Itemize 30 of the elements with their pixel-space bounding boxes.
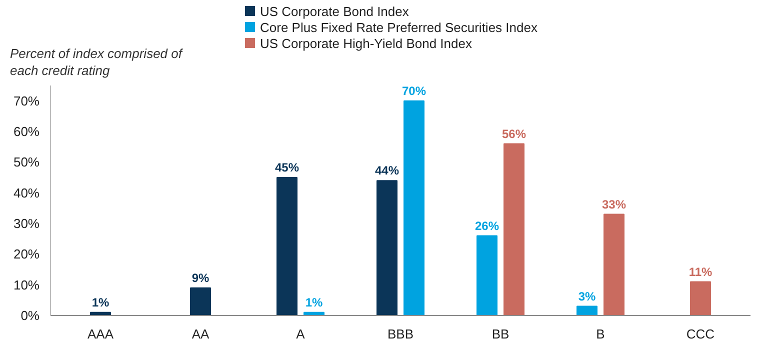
y-tick-label: 50% — [13, 154, 40, 170]
y-tick-label: 10% — [13, 277, 40, 292]
y-axis-title: Percent of index comprised of each credit rating — [10, 45, 182, 79]
data-label: 33% — [602, 197, 626, 212]
legend-label: US Corporate Bond Index — [259, 4, 410, 20]
data-label: 44% — [374, 164, 400, 178]
x-tick-label: B — [596, 326, 605, 342]
data-label: 11% — [688, 264, 713, 279]
x-tick-label: CCC — [686, 326, 715, 342]
legend-label: Core Plus Fixed Rate Preferred Securities Index — [259, 20, 538, 36]
y-tick-label: 20% — [13, 246, 40, 262]
x-tick-label: BBB — [387, 326, 414, 342]
y-tick-label: 0% — [20, 308, 40, 323]
x-tick-label: A — [296, 326, 306, 342]
data-label: 1% — [305, 295, 323, 310]
data-label: 1% — [92, 295, 110, 310]
y-tick-label: 60% — [13, 124, 40, 139]
x-tick-label: AA — [192, 326, 210, 342]
data-label: 9% — [192, 270, 210, 285]
data-label: 45% — [274, 160, 300, 174]
y-tick-label: 30% — [13, 216, 40, 231]
x-tick-label: BB — [492, 326, 510, 342]
data-label: 3% — [578, 289, 596, 304]
data-label: 56% — [502, 126, 526, 141]
data-label: 26% — [474, 218, 500, 233]
y-tick-label: 40% — [13, 185, 40, 200]
x-tick-label: AAA — [87, 326, 114, 342]
legend-label: US Corporate High-Yield Bond Index — [259, 36, 473, 52]
data-label: 70% — [402, 84, 426, 98]
y-tick-label: 70% — [13, 93, 40, 108]
